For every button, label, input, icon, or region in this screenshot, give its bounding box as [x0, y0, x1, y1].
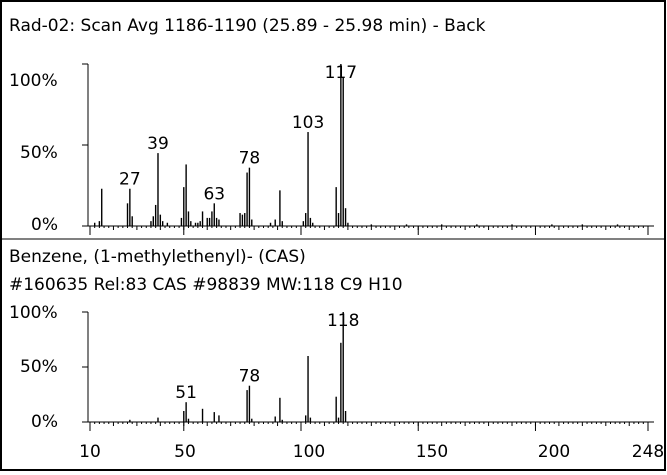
xtick-label-100: 100: [293, 442, 325, 462]
top-peak-label-63: 63: [203, 184, 225, 204]
top-panel-title: Rad-02: Scan Avg 1186-1190 (25.89 - 25.9…: [9, 16, 486, 36]
bottom-peak-label-78: 78: [239, 367, 261, 387]
top-peak-label-117: 117: [325, 63, 357, 83]
bottom-ytick-50: 50%: [20, 357, 58, 377]
top-ytick-50: 50%: [20, 143, 58, 163]
xtick-label-248: 248: [632, 442, 664, 462]
top-peak-label-27: 27: [119, 170, 141, 190]
bottom-panel-subtitle: #160635 Rel:83 CAS #98839 MW:118 C9 H10: [9, 275, 403, 295]
xtick-label-200: 200: [538, 442, 570, 462]
xtick-label-150: 150: [416, 442, 448, 462]
bottom-ytick-100: 100%: [9, 303, 58, 323]
top-peak-label-39: 39: [147, 134, 169, 154]
spectrum-marks: 27 39 63 78 103 117 51 78 118: [82, 63, 654, 431]
top-ytick-100: 100%: [9, 71, 58, 91]
bottom-panel-title: Benzene, (1-methylethenyl)- (CAS): [9, 247, 306, 267]
top-ytick-0: 0%: [31, 215, 58, 235]
xtick-label-10: 10: [79, 442, 101, 462]
top-peak-label-78: 78: [239, 149, 261, 169]
bottom-ytick-0: 0%: [31, 412, 58, 432]
bottom-peak-label-51: 51: [175, 383, 197, 403]
bottom-peak-label-118: 118: [327, 311, 359, 331]
xtick-label-50: 50: [174, 442, 196, 462]
top-peak-label-103: 103: [292, 113, 324, 133]
